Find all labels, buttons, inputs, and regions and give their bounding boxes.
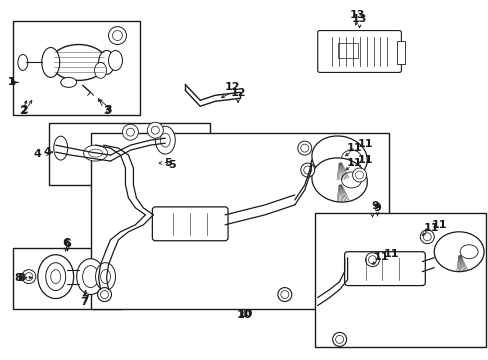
Text: 8: 8	[17, 273, 25, 283]
Ellipse shape	[22, 270, 36, 284]
Text: 11: 11	[357, 139, 372, 149]
Text: 12: 12	[230, 88, 245, 98]
Text: 5: 5	[168, 160, 176, 170]
Text: 6: 6	[61, 238, 69, 248]
Ellipse shape	[311, 136, 366, 180]
Ellipse shape	[300, 144, 308, 152]
Ellipse shape	[101, 291, 108, 298]
FancyBboxPatch shape	[344, 252, 425, 285]
Ellipse shape	[101, 270, 110, 284]
Text: 7: 7	[81, 294, 89, 305]
Ellipse shape	[46, 263, 65, 291]
Ellipse shape	[82, 266, 99, 288]
Text: 6: 6	[63, 239, 71, 249]
Text: 13: 13	[351, 14, 366, 24]
Ellipse shape	[459, 245, 477, 259]
Ellipse shape	[352, 168, 366, 182]
Bar	[337, 42, 357, 58]
Ellipse shape	[112, 31, 122, 41]
Text: 11: 11	[383, 249, 398, 259]
Ellipse shape	[332, 332, 346, 346]
Ellipse shape	[365, 253, 379, 267]
Text: 11: 11	[357, 155, 372, 165]
Ellipse shape	[122, 124, 138, 140]
Ellipse shape	[88, 149, 102, 157]
Ellipse shape	[433, 232, 483, 272]
FancyBboxPatch shape	[152, 207, 227, 241]
Ellipse shape	[280, 291, 288, 298]
Ellipse shape	[95, 263, 115, 291]
Text: 11: 11	[373, 252, 388, 262]
Text: 11: 11	[423, 223, 438, 233]
Ellipse shape	[160, 133, 170, 147]
Ellipse shape	[155, 126, 175, 154]
Ellipse shape	[297, 141, 311, 155]
Ellipse shape	[420, 230, 433, 244]
Text: 13: 13	[349, 10, 365, 20]
Ellipse shape	[54, 136, 67, 160]
Text: 12: 12	[224, 82, 239, 93]
Ellipse shape	[108, 27, 126, 45]
Ellipse shape	[61, 77, 77, 87]
Ellipse shape	[151, 126, 159, 134]
Ellipse shape	[99, 50, 114, 75]
Bar	[13, 248, 122, 310]
Text: 9: 9	[373, 203, 381, 213]
Text: 1: 1	[8, 77, 16, 87]
Ellipse shape	[98, 288, 111, 302]
Ellipse shape	[423, 233, 430, 241]
Bar	[13, 21, 140, 115]
Bar	[397, 41, 405, 64]
Text: 9: 9	[371, 201, 379, 211]
Ellipse shape	[341, 172, 361, 188]
Ellipse shape	[300, 163, 314, 177]
Bar	[314, 213, 485, 347]
Ellipse shape	[18, 54, 28, 71]
Text: 11: 11	[346, 158, 362, 168]
Text: 10: 10	[237, 310, 252, 319]
Text: 11: 11	[346, 143, 362, 153]
Ellipse shape	[368, 256, 376, 264]
Ellipse shape	[341, 150, 361, 166]
Ellipse shape	[25, 273, 33, 280]
Ellipse shape	[108, 50, 122, 71]
Bar	[49, 123, 210, 185]
Text: 8: 8	[14, 273, 21, 283]
Text: 2: 2	[20, 105, 28, 115]
FancyBboxPatch shape	[317, 31, 401, 72]
Text: 10: 10	[236, 310, 251, 320]
Text: 4: 4	[34, 149, 41, 159]
Text: 2: 2	[19, 106, 27, 116]
Ellipse shape	[94, 62, 106, 78]
Ellipse shape	[83, 145, 107, 161]
Text: 7: 7	[81, 297, 88, 306]
Ellipse shape	[147, 122, 163, 138]
Ellipse shape	[51, 45, 106, 80]
Ellipse shape	[355, 171, 363, 179]
Ellipse shape	[303, 166, 311, 174]
Ellipse shape	[77, 259, 104, 294]
Text: 3: 3	[103, 106, 111, 116]
Ellipse shape	[335, 336, 343, 343]
Text: 5: 5	[164, 158, 172, 168]
Bar	[90, 133, 388, 310]
Ellipse shape	[41, 48, 60, 77]
Text: 1: 1	[8, 77, 16, 87]
Ellipse shape	[126, 128, 134, 136]
Ellipse shape	[311, 158, 366, 202]
Ellipse shape	[277, 288, 291, 302]
Ellipse shape	[51, 270, 61, 284]
Ellipse shape	[38, 255, 74, 298]
Text: 11: 11	[430, 220, 446, 230]
Text: 3: 3	[104, 105, 112, 115]
Text: 4: 4	[44, 147, 52, 157]
